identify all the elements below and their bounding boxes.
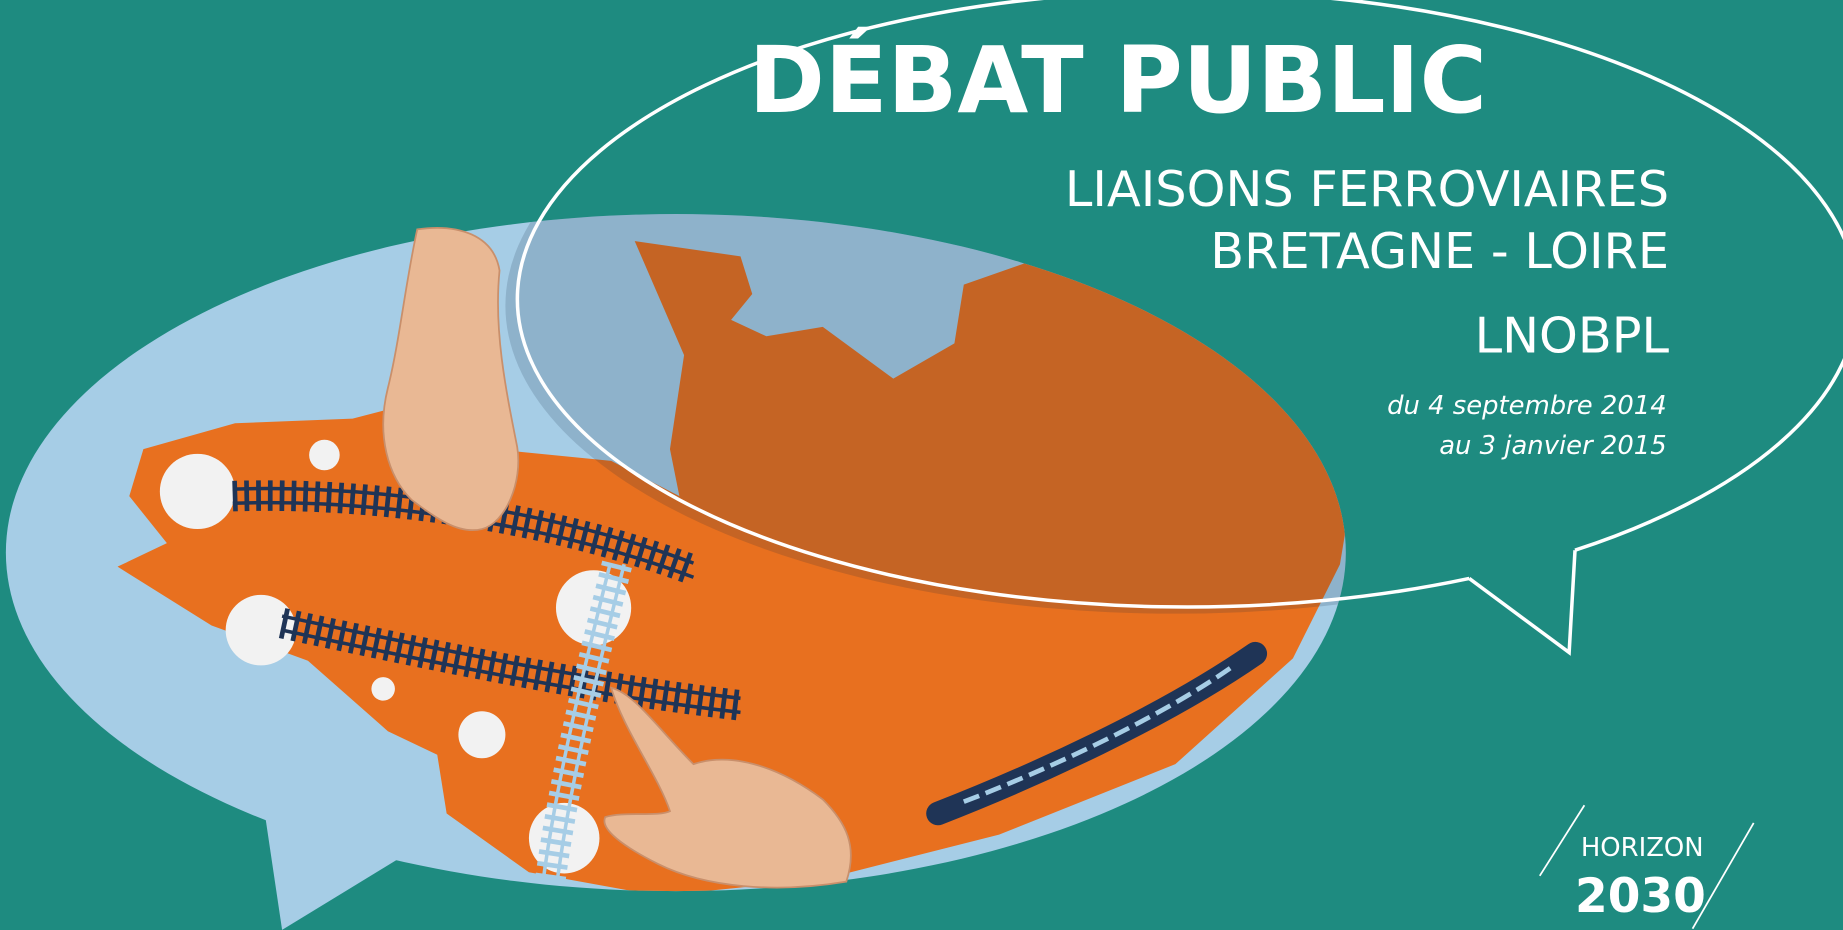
logo-text: HORIZON <box>1581 833 1704 863</box>
date-line: au 3 janvier 2015 <box>1439 431 1666 461</box>
date-line: du 4 septembre 2014 <box>1387 391 1667 421</box>
page: {"title": "DÉBAT PUBLIC", "subtitle": ["… <box>0 0 1843 930</box>
acronym: LNOBPL <box>1475 307 1670 365</box>
logo-text: 2030 <box>1575 869 1706 924</box>
poster: DÉBAT PUBLIC LIAISONS FERROVIAIRES BRETA… <box>0 0 1843 930</box>
subtitle-line: LIAISONS FERROVIAIRES <box>1065 160 1669 218</box>
title: DÉBAT PUBLIC <box>749 27 1487 134</box>
subtitle-line: BRETAGNE - LOIRE <box>1210 222 1669 280</box>
